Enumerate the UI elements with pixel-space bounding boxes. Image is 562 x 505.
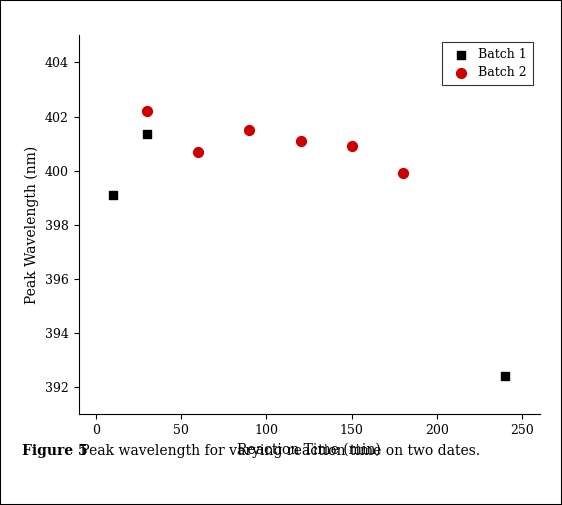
- Text: Figure 5: Figure 5: [22, 444, 88, 459]
- Batch 2: [398, 169, 407, 177]
- Batch 1: [501, 372, 510, 380]
- Y-axis label: Peak Wavelength (nm): Peak Wavelength (nm): [25, 145, 39, 304]
- Legend: Batch 1, Batch 2: Batch 1, Batch 2: [442, 41, 533, 85]
- Batch 1: [142, 130, 151, 138]
- Batch 2: [194, 147, 203, 156]
- Batch 2: [245, 126, 254, 134]
- Batch 2: [142, 107, 151, 115]
- Batch 1: [108, 191, 117, 199]
- X-axis label: Reaction Time (min): Reaction Time (min): [237, 442, 381, 457]
- Batch 2: [347, 142, 356, 150]
- Batch 2: [296, 137, 305, 145]
- Text: Peak wavelength for varying reaction time on two dates.: Peak wavelength for varying reaction tim…: [76, 444, 480, 459]
